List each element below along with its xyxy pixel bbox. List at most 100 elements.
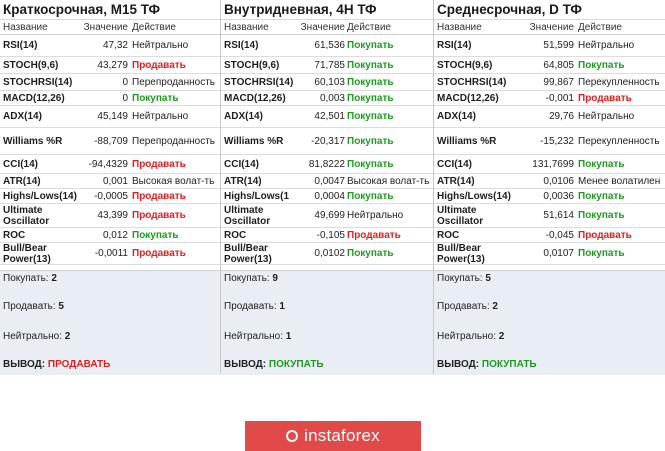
- header-action: Действие: [132, 21, 176, 33]
- indicator-name: STOCH(9,6): [437, 59, 493, 71]
- summary-neutral: Нейтрально: 2: [3, 331, 70, 342]
- header-action: Действие: [578, 21, 622, 33]
- indicator-name: Highs/Lows(1: [224, 190, 290, 202]
- indicator-name: ROC: [3, 229, 26, 241]
- table-header: Название Значение Действие: [0, 20, 220, 35]
- summary-buy-count: 5: [485, 273, 491, 284]
- technical-analysis-panels: Краткосрочная, M15 ТФ Название Значение Дей…: [0, 0, 665, 375]
- indicator-name: ROC: [437, 229, 460, 241]
- summary-neutral-label: Нейтрально:: [3, 331, 62, 342]
- indicator-value: 0: [122, 92, 128, 104]
- table-row: Ultimate Oscillator 43,399 Продавать: [0, 204, 220, 228]
- summary-box: Покупать: 9 Продавать: 1 Нейтрально: 1 ВЫВО…: [221, 270, 433, 375]
- indicator-value: 51,599: [543, 40, 574, 51]
- indicator-action: Покупать: [347, 59, 394, 71]
- indicator-action: Продавать: [132, 190, 186, 202]
- summary-neutral-count: 1: [285, 331, 292, 342]
- summary-sell: Продавать: 5: [3, 301, 64, 312]
- indicator-action: Нейтрально: [132, 40, 189, 51]
- summary-neutral-label: Нейтрально:: [224, 331, 283, 342]
- indicator-value: 0,0107: [543, 248, 574, 259]
- indicator-name: ATR(14): [224, 175, 262, 187]
- table-row: MACD(12,26) 0,003 Покупать: [221, 91, 433, 106]
- table-row: Bull/Bear Power(13) 0,0102 Покупать: [221, 243, 433, 265]
- header-value: Значение: [529, 21, 574, 33]
- indicator-action: Покупать: [347, 111, 394, 122]
- indicator-value: 42,501: [314, 111, 345, 122]
- indicator-action: Покупать: [347, 158, 394, 170]
- indicator-action: Покупать: [132, 229, 179, 241]
- table-row: ATR(14) 0,0106 Менее волатилен: [434, 174, 665, 189]
- header-value: Значение: [83, 21, 128, 33]
- indicator-name: Ultimate Oscillator: [437, 204, 484, 227]
- table-row: Highs/Lows(14) 0,0036 Покупать: [434, 189, 665, 204]
- indicator-name: CCI(14): [437, 158, 473, 170]
- table-row: Williams %R -20,317 Покупать: [221, 128, 433, 155]
- indicator-value: -88,709: [94, 135, 128, 147]
- indicator-value: 43,399: [97, 210, 128, 221]
- summary-sell-count: 1: [279, 301, 285, 312]
- indicator-action: Покупать: [347, 248, 394, 259]
- indicator-value: 131,7699: [532, 158, 574, 170]
- table-row: ATR(14) 0,001 Высокая волат-ть: [0, 174, 220, 189]
- header-name: Название: [3, 21, 48, 33]
- indicator-action: Продавать: [132, 59, 186, 71]
- indicator-value: 49,699: [314, 210, 345, 221]
- summary-buy: Покупать: 9: [224, 273, 278, 284]
- table-row: CCI(14) -94,4329 Продавать: [0, 155, 220, 174]
- table-row: Bull/Bear Power(13) -0,0011 Продавать: [0, 243, 220, 265]
- indicator-name: STOCH(9,6): [3, 59, 59, 71]
- table-header: Название Значение Действие: [434, 20, 665, 35]
- header-name: Название: [224, 21, 269, 33]
- table-row: STOCHRSI(14) 99,867 Перекупленность: [434, 74, 665, 91]
- indicator-value: 29,76: [548, 111, 574, 122]
- indicator-name: ATR(14): [3, 175, 41, 187]
- summary-sell-label: Продавать:: [224, 301, 277, 312]
- indicator-action: Перепроданность: [132, 76, 215, 88]
- indicator-name: Bull/Bear Power(13): [437, 243, 485, 264]
- indicator-action: Менее волатилен: [578, 175, 661, 187]
- indicator-name: MACD(12,26): [224, 92, 286, 104]
- indicator-action: Продавать: [347, 229, 401, 241]
- indicator-name: Williams %R: [437, 135, 497, 147]
- table-row: STOCHRSI(14) 60,103 Покупать: [221, 74, 433, 91]
- indicator-value: 64,805: [543, 59, 574, 71]
- indicator-value: -0,105: [316, 229, 345, 241]
- table-row: ROC -0,105 Продавать: [221, 228, 433, 243]
- table-row: CCI(14) 131,7699 Покупать: [434, 155, 665, 174]
- indicator-name: ADX(14): [3, 111, 42, 122]
- indicator-action: Покупать: [578, 210, 625, 221]
- table-row: Bull/Bear Power(13) 0,0107 Покупать: [434, 243, 665, 265]
- verdict-value: ПРОДАВАТЬ: [47, 359, 111, 370]
- summary-sell: Продавать: 1: [224, 301, 285, 312]
- indicator-name: CCI(14): [224, 158, 260, 170]
- indicator-action: Нейтрально: [347, 210, 404, 221]
- indicator-value: -15,232: [540, 135, 574, 147]
- indicator-value: 60,103: [314, 76, 345, 88]
- indicator-name: CCI(14): [3, 158, 39, 170]
- table-row: Ultimate Oscillator 49,699 Нейтрально: [221, 204, 433, 228]
- indicator-action: Перекупленность: [578, 76, 660, 88]
- indicator-value: -0,0005: [94, 190, 128, 202]
- indicator-value: 71,785: [314, 59, 345, 71]
- summary-box: Покупать: 5 Продавать: 2 Нейтрально: 2 ВЫВО…: [434, 270, 665, 375]
- indicator-action: Покупать: [578, 158, 625, 170]
- summary-verdict: ВЫВОД: ПОКУПАТЬ: [437, 359, 537, 370]
- indicator-name: ATR(14): [437, 175, 475, 187]
- indicator-panel: Внутридневная, 4H ТФ Название Значение Дейс…: [221, 0, 434, 375]
- verdict-label: ВЫВОД:: [224, 359, 267, 370]
- summary-verdict: ВЫВОД: ПОКУПАТЬ: [224, 359, 324, 370]
- panel-title: Внутридневная, 4H ТФ: [221, 0, 433, 20]
- table-row: Williams %R -15,232 Перекупленность: [434, 128, 665, 155]
- table-row: STOCH(9,6) 71,785 Покупать: [221, 57, 433, 74]
- instaforex-logo[interactable]: instaforex: [245, 421, 421, 451]
- summary-sell: Продавать: 2: [437, 301, 498, 312]
- indicator-action: Покупать: [578, 59, 625, 71]
- indicator-action: Продавать: [132, 210, 186, 221]
- verdict-label: ВЫВОД:: [437, 359, 480, 370]
- indicator-action: Нейтрально: [578, 40, 635, 51]
- table-row: RSI(14) 51,599 Нейтрально: [434, 35, 665, 57]
- indicator-value: -0,045: [545, 229, 574, 241]
- table-row: RSI(14) 47,32 Нейтрально: [0, 35, 220, 57]
- table-header: Название Значение Действие: [221, 20, 433, 35]
